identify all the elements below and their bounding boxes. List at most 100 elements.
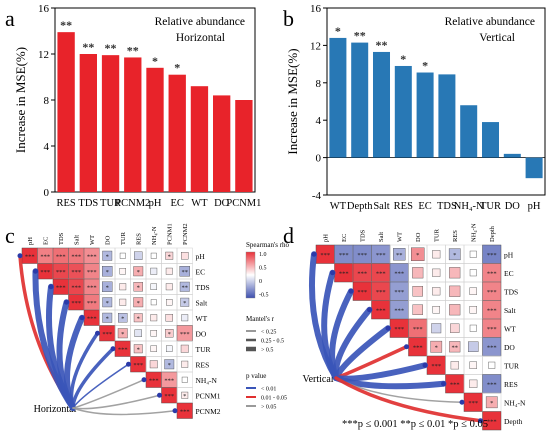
row-label: RES <box>196 360 210 369</box>
cell-stars: *** <box>71 284 81 291</box>
panel-letter-b: b <box>283 6 294 31</box>
cell-square <box>430 340 443 353</box>
cell-stars: *** <box>56 269 66 276</box>
cell-stars: * <box>137 284 140 291</box>
cell-stars: ** <box>396 252 403 259</box>
correlation-heatmap-c: pH EC TDS Salt WT DO TUR RES NH₄-N PCNM1 PCNM2*** *… <box>17 223 221 419</box>
bar-1 <box>79 54 97 192</box>
x-tick-label: pH <box>149 198 162 209</box>
bar-0 <box>57 32 75 193</box>
rho-tick: 1.0 <box>259 252 267 258</box>
link-node <box>311 251 317 257</box>
row-label: TDS <box>504 287 518 296</box>
cell-stars: *** <box>56 284 66 291</box>
mantel-legend-title: Mantel's r <box>246 315 275 323</box>
x-tick-label: DO <box>214 198 230 209</box>
row-label: Depth <box>504 417 523 426</box>
cell-square <box>165 314 173 322</box>
x-tick-label: TUR <box>100 198 121 209</box>
cell-stars: *** <box>487 326 497 333</box>
cell-square <box>469 361 477 369</box>
cell-stars: *** <box>133 362 143 369</box>
cell-stars: * <box>137 346 140 353</box>
column-header: NH₄-N <box>151 226 158 245</box>
mantel-link <box>72 394 161 410</box>
link-node <box>110 346 116 352</box>
column-header: TDS <box>359 229 366 242</box>
column-header: RES <box>135 233 142 245</box>
significance-mark: * <box>335 24 341 38</box>
cell-square <box>432 287 441 296</box>
cell-stars: *** <box>87 300 97 307</box>
p-item: > 0.05 <box>261 405 276 411</box>
cell-square <box>166 299 173 306</box>
row-label: TUR <box>196 345 211 354</box>
y-tick-label: 4 <box>316 115 322 127</box>
y-axis-label: Increase in MSE(%) <box>13 47 28 153</box>
p-item: 0.01 - 0.05 <box>261 396 287 402</box>
y-tick-label: -4 <box>312 190 322 202</box>
x-tick-label: RES <box>394 201 413 212</box>
significance-mark: ** <box>354 29 366 43</box>
row-label: NH₄-N <box>196 376 218 385</box>
cell-stars: * <box>168 362 171 369</box>
cell-stars: *** <box>71 300 81 307</box>
column-header: RES <box>452 230 459 242</box>
cell-square <box>412 286 423 297</box>
cell-stars: *** <box>339 252 349 259</box>
cell-square <box>450 323 460 333</box>
x-tick-label: Depth <box>347 201 373 212</box>
cell-stars: *** <box>56 253 66 260</box>
cell-square <box>102 250 113 261</box>
cell-square <box>165 329 174 338</box>
cell-stars: *** <box>468 400 478 407</box>
p-legend-title: p value <box>246 372 266 380</box>
chart-title: Relative abundance <box>445 16 535 28</box>
cell-square <box>102 266 113 277</box>
cell-stars: * <box>183 300 186 307</box>
x-tick-label: EC <box>171 198 184 209</box>
link-node <box>330 270 335 276</box>
cell-square <box>133 344 143 354</box>
row-label: WT <box>504 324 516 333</box>
link-node <box>385 325 391 331</box>
x-tick-label: TUR <box>480 201 501 212</box>
cell-square <box>102 297 113 308</box>
link-node <box>422 362 428 368</box>
row-label: RES <box>504 380 518 389</box>
cell-square <box>411 247 425 261</box>
cell-stars: * <box>137 300 140 307</box>
link-node <box>172 408 178 414</box>
cell-stars: * <box>106 315 109 322</box>
rho-colorbar <box>245 251 256 299</box>
bar-6 <box>190 86 209 192</box>
hub-label: Vertical <box>302 374 333 385</box>
significance-mark: ** <box>82 40 94 54</box>
cell-square <box>181 360 189 368</box>
link-node <box>441 381 446 387</box>
cell-square <box>134 251 143 260</box>
row-label: PCNM2 <box>196 407 221 416</box>
row-label: PCNM1 <box>196 391 221 400</box>
link-node <box>64 299 69 305</box>
cell-stars: * <box>453 252 456 259</box>
cell-stars: *** <box>164 377 174 384</box>
y-tick-label: 4 <box>44 141 50 153</box>
cell-square <box>165 283 173 291</box>
mantel-link <box>72 363 130 409</box>
cell-square <box>150 283 157 290</box>
cell-stars: * <box>106 284 109 291</box>
cell-square <box>485 396 498 409</box>
column-header: WT <box>396 232 403 242</box>
column-header: NH₄-N <box>470 223 477 242</box>
cell-stars: *** <box>487 270 497 277</box>
cell-square <box>181 314 189 322</box>
cell-square <box>164 359 175 370</box>
cell-square <box>449 304 461 316</box>
bar-1 <box>351 42 369 158</box>
column-header: WT <box>89 235 96 245</box>
link-node <box>95 330 100 336</box>
bar-7 <box>481 122 500 158</box>
cell-square <box>133 297 144 308</box>
